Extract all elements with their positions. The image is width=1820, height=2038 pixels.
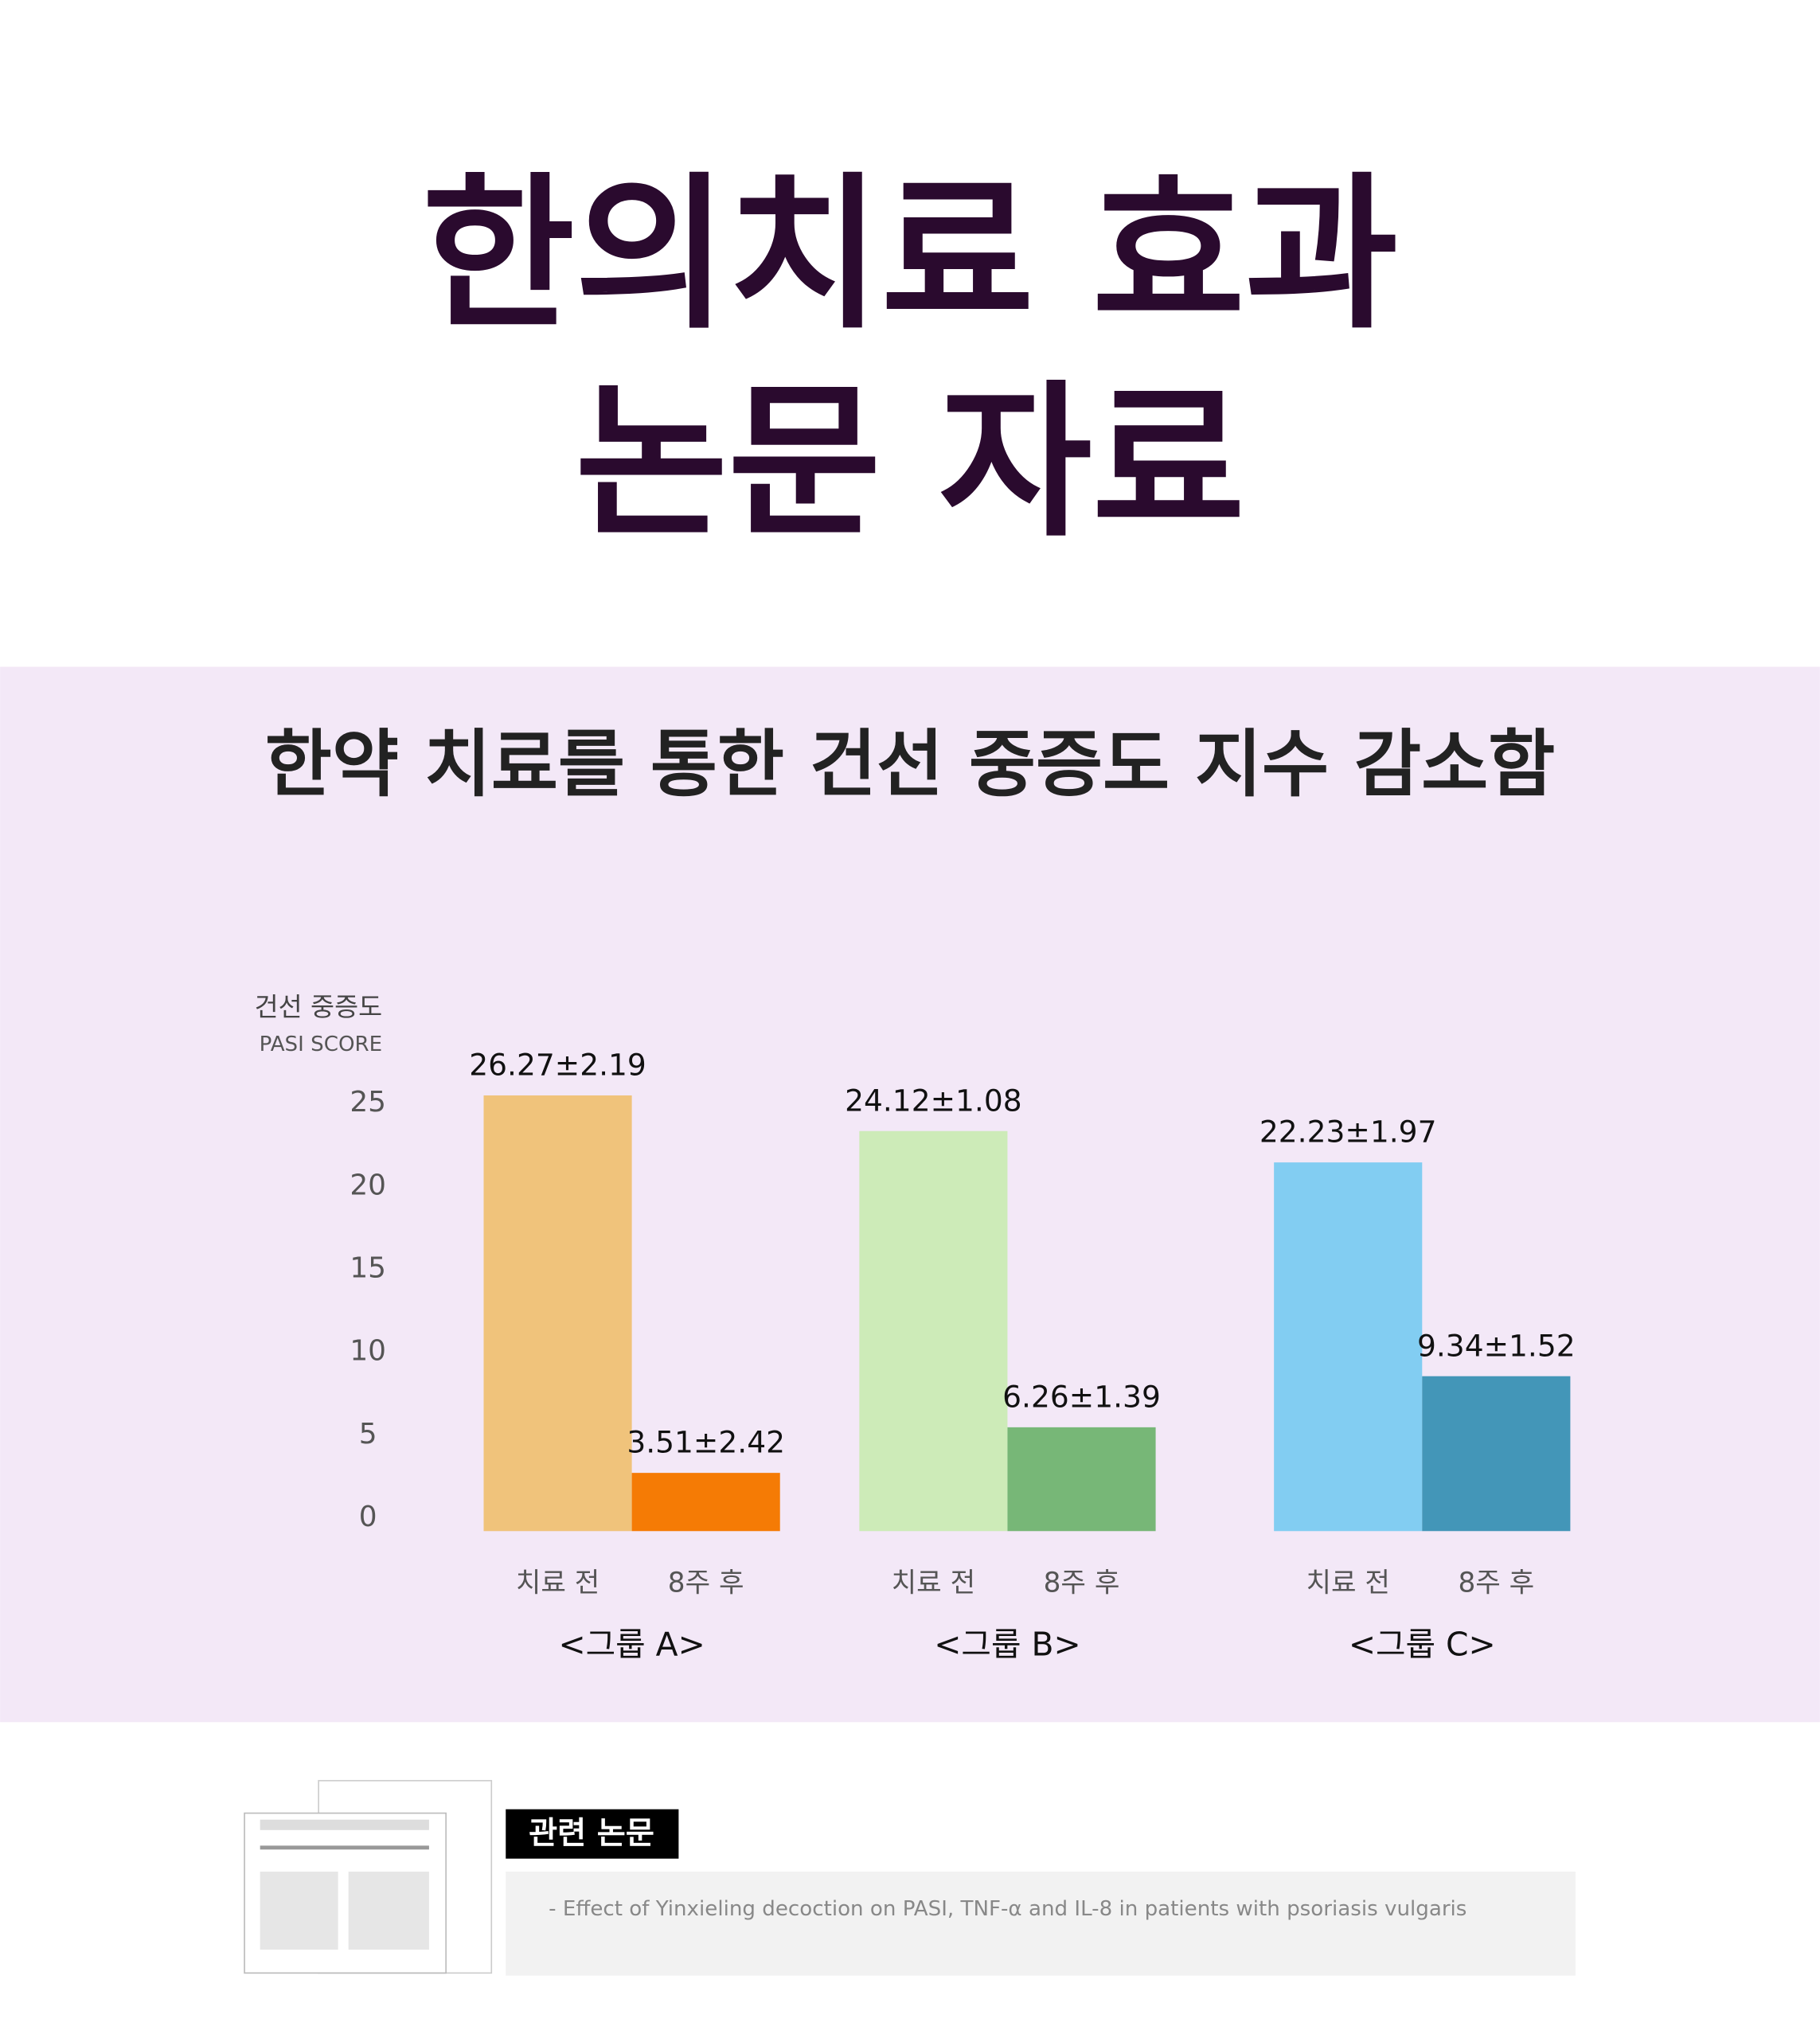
x-tick-label: 8주 후 xyxy=(668,1568,744,1599)
reference-text: - Effect of Yinxieling decoction on PASI… xyxy=(549,1897,1467,1921)
data-label: 26.27±2.19 xyxy=(469,1048,646,1083)
y-tick-label: 20 xyxy=(350,1169,386,1201)
reference-tag xyxy=(506,1809,679,1859)
x-tick-label: 치료 전 xyxy=(1306,1568,1389,1599)
data-label: 9.34±1.52 xyxy=(1417,1328,1576,1363)
y-axis-label: PASI SCORE xyxy=(260,1033,383,1056)
x-tick-label: 치료 전 xyxy=(516,1568,600,1599)
group-label: <그룹 C> xyxy=(1349,1626,1496,1664)
y-tick-label: 0 xyxy=(359,1501,377,1533)
reference-label: 관련 논문 xyxy=(529,1816,654,1852)
y-tick-label: 10 xyxy=(350,1335,386,1368)
paper-thumbnail xyxy=(244,1779,493,1974)
group-label: <그룹 B> xyxy=(934,1626,1080,1664)
page-title: 논문 자료 xyxy=(575,366,1245,560)
data-label: 3.51±2.42 xyxy=(627,1425,785,1460)
y-tick-label: 5 xyxy=(359,1418,377,1450)
x-tick-label: 치료 전 xyxy=(892,1568,975,1599)
y-tick-label: 15 xyxy=(350,1251,386,1284)
bar xyxy=(859,1130,1008,1532)
bar xyxy=(631,1473,780,1532)
data-label: 24.12±1.08 xyxy=(845,1083,1022,1118)
page-title: 한의치료 효과 xyxy=(422,158,1398,352)
data-label: 6.26±1.39 xyxy=(1002,1379,1161,1414)
reference-box xyxy=(506,1872,1576,1976)
data-label: 22.23±1.97 xyxy=(1260,1115,1437,1150)
chart-title: 한약 치료를 통한 건선 중증도 지수 감소함 xyxy=(265,721,1556,806)
y-axis-label: 건선 중증도 xyxy=(255,992,383,1022)
bar xyxy=(1274,1162,1423,1532)
bar xyxy=(1422,1376,1571,1532)
y-tick-label: 25 xyxy=(350,1086,386,1119)
x-tick-label: 8주 후 xyxy=(1044,1568,1120,1599)
bar xyxy=(1007,1427,1156,1532)
bar xyxy=(483,1095,632,1532)
group-label: <그룹 A> xyxy=(558,1626,705,1664)
x-tick-label: 8주 후 xyxy=(1458,1568,1534,1599)
